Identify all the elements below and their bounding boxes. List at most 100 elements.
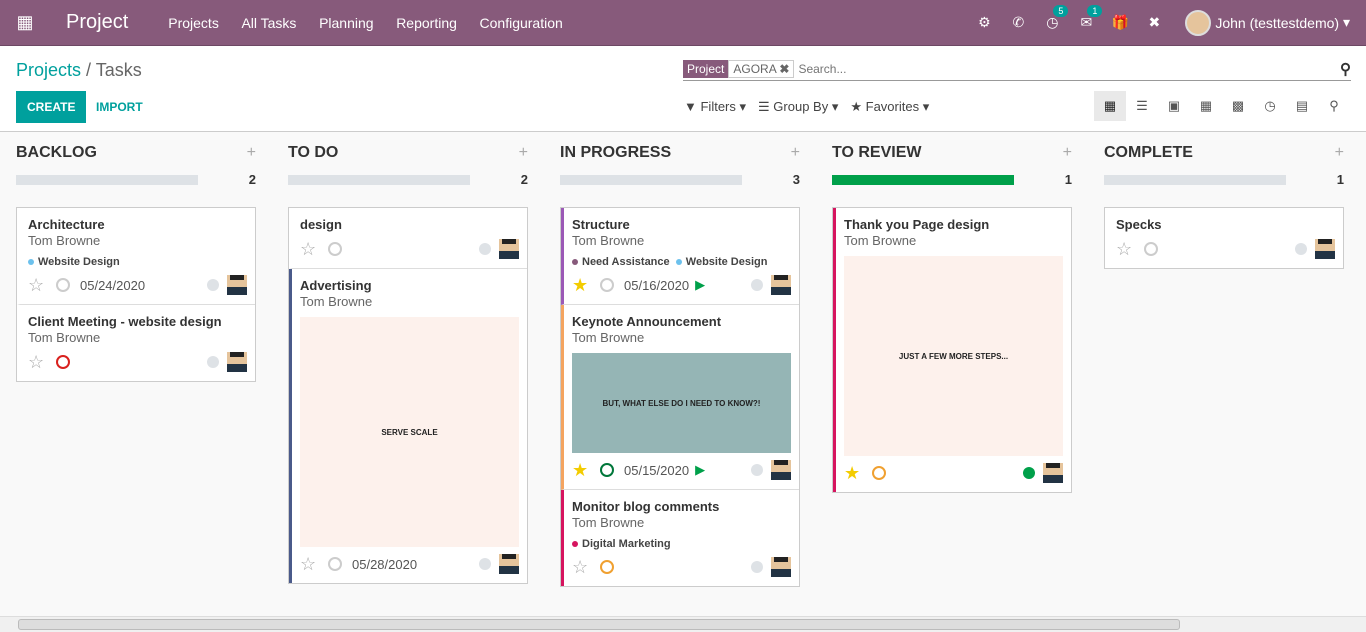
priority-star-icon[interactable]: ☆ xyxy=(300,238,317,259)
menu-all-tasks[interactable]: All Tasks xyxy=(241,14,297,31)
activity-clock-icon[interactable] xyxy=(56,355,70,369)
task-title: Client Meeting - website design xyxy=(28,314,222,329)
activity-clock-icon[interactable] xyxy=(1144,242,1158,256)
facet-value: AGORA ✖ xyxy=(728,59,795,78)
messages-icon[interactable]: ✉ 1 xyxy=(1069,5,1103,31)
activity-view-icon[interactable]: ◷ xyxy=(1264,98,1276,113)
column-title[interactable]: COMPLETE xyxy=(1104,144,1193,161)
column-progress-bar[interactable] xyxy=(560,174,742,185)
graph-view-icon[interactable]: ▩ xyxy=(1231,98,1245,113)
group-by-dropdown[interactable]: ☰ Group By ▾ xyxy=(758,99,839,114)
kanban-state-dot[interactable] xyxy=(751,561,763,573)
filters-dropdown[interactable]: ▼ Filters ▾ xyxy=(684,99,747,114)
kanban-state-dot[interactable] xyxy=(1295,243,1307,255)
task-tags: Digital Marketing xyxy=(572,538,791,550)
tag-dot xyxy=(572,258,578,265)
priority-star-icon[interactable]: ☆ xyxy=(28,351,45,372)
activity-clock-icon[interactable] xyxy=(328,242,342,256)
gift-icon[interactable]: 🎁 xyxy=(1111,14,1130,30)
kanban-view-icon[interactable]: ▦ xyxy=(1094,91,1126,121)
activity-clock-icon[interactable] xyxy=(600,278,614,292)
assignee-avatar xyxy=(227,275,247,295)
column-progress-bar[interactable] xyxy=(832,174,1014,185)
kanban-state-dot[interactable] xyxy=(479,243,491,255)
assignee-avatar xyxy=(227,352,247,372)
cover-image: JUST A FEW MORE STEPS... xyxy=(844,256,1063,456)
column-progress-bar[interactable] xyxy=(16,174,198,185)
pivot-view-icon[interactable]: ▦ xyxy=(1199,98,1213,113)
gantt-view-icon[interactable]: ▤ xyxy=(1295,98,1309,113)
priority-star-icon[interactable]: ★ xyxy=(572,274,589,295)
kanban-state-dot[interactable] xyxy=(207,356,219,368)
menu-reporting[interactable]: Reporting xyxy=(396,14,457,31)
task-card[interactable]: Structure Tom Browne Need Assistance Websi… xyxy=(561,208,799,305)
menu-planning[interactable]: Planning xyxy=(319,14,374,31)
task-card[interactable]: Advertising Tom Browne SERVE SCALE ☆ 05/28/… xyxy=(289,269,527,583)
horizontal-scrollbar[interactable] xyxy=(0,616,1366,632)
activity-clock-icon[interactable] xyxy=(600,560,614,574)
list-view-icon[interactable]: ☰ xyxy=(1136,98,1148,113)
quick-create-icon[interactable]: + xyxy=(1062,144,1072,161)
calendar-view-icon[interactable]: ▣ xyxy=(1167,98,1181,113)
kanban-state-dot[interactable] xyxy=(207,279,219,291)
task-card[interactable]: Keynote Announcement Tom Browne BUT, WHAT … xyxy=(561,305,799,490)
column-count: 1 xyxy=(1336,172,1344,187)
tag: Need Assistance xyxy=(582,256,670,268)
import-button[interactable]: IMPORT xyxy=(96,100,143,114)
quick-create-icon[interactable]: + xyxy=(518,144,528,161)
quick-create-icon[interactable]: + xyxy=(1334,144,1344,161)
menu-configuration[interactable]: Configuration xyxy=(479,14,563,31)
task-card[interactable]: Specks ☆ xyxy=(1105,208,1343,268)
task-title: Structure xyxy=(572,217,630,232)
task-card[interactable]: Monitor blog comments Tom Browne Digital M… xyxy=(561,490,799,586)
column-progress-bar[interactable] xyxy=(288,174,470,185)
column-title[interactable]: TO REVIEW xyxy=(832,144,922,161)
bug-icon[interactable]: ⚙ xyxy=(978,14,991,30)
user-menu[interactable]: John (testtestdemo) ▾ xyxy=(1185,9,1350,36)
task-card[interactable]: design ☆ xyxy=(289,208,527,269)
activity-clock-icon[interactable] xyxy=(600,463,614,477)
deadline-date: 05/15/2020 xyxy=(624,462,690,478)
scrollbar-thumb[interactable] xyxy=(18,619,1180,630)
apps-menu-icon[interactable]: ▦ xyxy=(16,12,34,32)
activity-clock-icon[interactable]: ◷ 5 xyxy=(1035,5,1069,31)
search-icon[interactable]: ⚲ xyxy=(1340,60,1351,78)
column-title[interactable]: TO DO xyxy=(288,144,339,161)
quick-create-icon[interactable]: + xyxy=(790,144,800,161)
task-title: Architecture xyxy=(28,217,105,232)
priority-star-icon[interactable]: ★ xyxy=(844,462,861,483)
messages-badge: 1 xyxy=(1087,5,1103,17)
activity-clock-icon[interactable] xyxy=(328,557,342,571)
search-input[interactable] xyxy=(798,61,1340,76)
activity-clock-icon[interactable] xyxy=(56,278,70,292)
quick-create-icon[interactable]: + xyxy=(246,144,256,161)
map-view-icon[interactable]: ⚲ xyxy=(1329,98,1339,113)
priority-star-icon[interactable]: ☆ xyxy=(1116,238,1133,259)
top-navbar: ▦ Project Projects All Tasks Planning Re… xyxy=(0,0,1366,46)
tools-icon[interactable]: ✖ xyxy=(1148,14,1161,30)
column-title[interactable]: IN PROGRESS xyxy=(560,144,672,161)
column-progress-bar[interactable] xyxy=(1104,174,1286,185)
kanban-state-dot[interactable] xyxy=(751,464,763,476)
timer-play-icon[interactable]: ▶ xyxy=(695,277,706,292)
priority-star-icon[interactable]: ☆ xyxy=(28,274,45,295)
create-button[interactable]: CREATE xyxy=(16,91,87,123)
remove-facet-icon[interactable]: ✖ xyxy=(779,61,790,76)
user-name: John (testtestdemo) xyxy=(1215,14,1340,31)
menu-projects[interactable]: Projects xyxy=(168,14,219,31)
column-title[interactable]: BACKLOG xyxy=(16,144,97,161)
kanban-state-dot[interactable] xyxy=(751,279,763,291)
task-card[interactable]: Client Meeting - website design Tom Brown… xyxy=(17,305,255,381)
priority-star-icon[interactable]: ☆ xyxy=(572,556,589,577)
activity-clock-icon[interactable] xyxy=(872,466,886,480)
kanban-state-dot[interactable] xyxy=(479,558,491,570)
kanban-state-dot[interactable] xyxy=(1023,467,1035,479)
priority-star-icon[interactable]: ☆ xyxy=(300,553,317,574)
timer-play-icon[interactable]: ▶ xyxy=(695,462,706,477)
favorites-dropdown[interactable]: ★ Favorites ▾ xyxy=(850,99,930,114)
priority-star-icon[interactable]: ★ xyxy=(572,459,589,480)
phone-icon[interactable]: ✆ xyxy=(1012,14,1025,30)
task-card[interactable]: Thank you Page design Tom Browne JUST A FE… xyxy=(833,208,1071,492)
task-card[interactable]: Architecture Tom Browne Website Design ☆ 0… xyxy=(17,208,255,305)
breadcrumb-projects[interactable]: Projects xyxy=(16,60,82,80)
